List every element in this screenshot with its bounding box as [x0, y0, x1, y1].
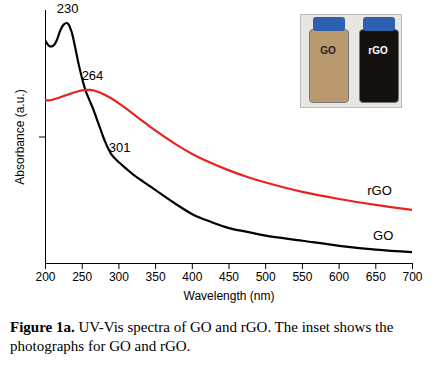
svg-text:350: 350	[146, 270, 166, 284]
svg-text:250: 250	[72, 270, 92, 284]
svg-text:264: 264	[82, 68, 104, 83]
svg-text:200: 200	[35, 270, 55, 284]
svg-text:600: 600	[329, 270, 349, 284]
svg-text:550: 550	[292, 270, 312, 284]
svg-text:Absorbance (a.u.): Absorbance (a.u.)	[13, 89, 27, 184]
svg-text:rGO: rGO	[367, 183, 392, 198]
svg-text:230: 230	[57, 1, 79, 16]
svg-text:700: 700	[402, 270, 422, 284]
svg-text:300: 300	[109, 270, 129, 284]
html-text:Figure 1a. UV-Vis spectra of G: Figure 1a. UV-Vis spectra of GO and rGO.…	[10, 319, 394, 354]
svg-text:650: 650	[366, 270, 386, 284]
svg-text:500: 500	[256, 270, 276, 284]
html-text:rGO: rGO	[368, 45, 388, 56]
svg-text:301: 301	[109, 140, 131, 155]
svg-text:450: 450	[219, 270, 239, 284]
svg-text:Wavelength (nm): Wavelength (nm)	[184, 289, 275, 303]
svg-text:400: 400	[182, 270, 202, 284]
svg-text:GO: GO	[373, 228, 393, 243]
html-text:GO: GO	[320, 45, 336, 56]
